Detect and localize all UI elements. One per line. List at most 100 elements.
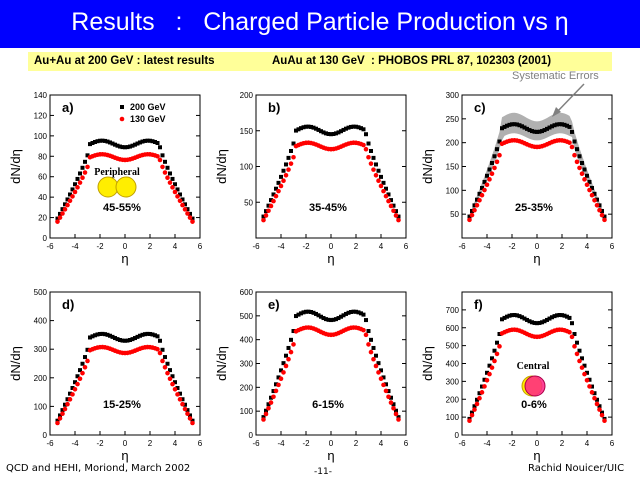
data-point-200-gev <box>557 122 562 127</box>
data-point-130-gev <box>57 215 63 220</box>
data-point-130-gev <box>479 192 485 198</box>
data-point-200-gev <box>572 332 577 337</box>
data-point-200-gev <box>80 361 85 366</box>
data-point-200-gev <box>319 314 323 319</box>
data-point-130-gev <box>567 329 572 335</box>
data-point-200-gev <box>592 191 597 196</box>
data-point-130-gev <box>62 406 68 412</box>
data-point-200-gev <box>90 334 95 339</box>
y-tick-label: 100 <box>240 407 254 416</box>
data-point-200-gev <box>580 161 584 166</box>
data-point-200-gev <box>374 353 378 358</box>
y-tick-label: 300 <box>446 377 460 386</box>
data-point-130-gev <box>386 394 391 400</box>
data-point-200-gev <box>391 203 396 208</box>
x-tick-label: 4 <box>585 242 590 251</box>
data-point-200-gev <box>143 332 147 337</box>
data-point-200-gev <box>264 209 268 214</box>
data-point-200-gev <box>384 382 388 387</box>
data-point-200-gev <box>70 385 75 390</box>
data-point-130-gev <box>373 363 379 369</box>
data-point-200-gev <box>276 180 281 185</box>
data-point-200-gev <box>294 314 298 319</box>
x-tick-label: 4 <box>585 439 590 448</box>
y-tick-label: 0 <box>455 431 460 440</box>
y-tick-label: 600 <box>446 324 460 333</box>
collision-label: Peripheral <box>94 167 140 178</box>
data-point-200-gev <box>314 126 318 131</box>
y-tick-label: 150 <box>240 127 254 136</box>
data-point-200-gev <box>396 214 401 219</box>
data-point-200-gev <box>289 337 293 342</box>
data-point-200-gev <box>319 129 323 134</box>
data-point-200-gev <box>349 124 353 129</box>
data-point-130-gev <box>85 164 90 170</box>
data-point-200-gev <box>153 139 157 144</box>
data-point-200-gev <box>495 147 499 152</box>
data-point-200-gev <box>93 139 97 144</box>
data-point-200-gev <box>530 129 534 134</box>
data-point-200-gev <box>366 141 371 146</box>
data-point-200-gev <box>590 185 594 190</box>
data-point-200-gev <box>301 310 306 315</box>
chart-2: 50 100 150 200 -6 -4 -2 0 2 4 6 η dN/dη b) 35-45% <box>214 91 409 266</box>
data-point-200-gev <box>150 332 155 337</box>
data-point-200-gev <box>557 313 562 318</box>
subtitle-bar: Au+Au at 200 GeV : latest results AuAu a… <box>28 52 612 71</box>
data-point-130-gev <box>467 418 472 424</box>
data-point-200-gev <box>530 320 534 325</box>
data-point-200-gev <box>55 216 60 221</box>
data-point-130-gev <box>72 387 78 392</box>
data-point-200-gev <box>547 125 552 130</box>
data-point-130-gev <box>155 153 160 159</box>
data-point-130-gev <box>55 219 60 224</box>
data-point-200-gev <box>100 138 105 143</box>
data-point-200-gev <box>299 126 303 131</box>
x-tick-label: 0 <box>535 439 540 448</box>
data-point-200-gev <box>344 126 348 131</box>
data-point-130-gev <box>472 207 477 213</box>
data-point-130-gev <box>361 142 366 148</box>
data-point-130-gev <box>291 154 296 160</box>
data-point-200-gev <box>381 180 386 185</box>
data-point-200-gev <box>512 313 517 318</box>
data-point-200-gev <box>190 216 195 221</box>
data-point-200-gev <box>550 124 554 129</box>
x-tick-label: -4 <box>277 439 285 448</box>
data-point-200-gev <box>98 331 102 336</box>
data-point-200-gev <box>173 380 177 385</box>
data-point-130-gev <box>373 172 379 178</box>
data-point-130-gev <box>268 400 274 405</box>
data-point-200-gev <box>477 191 482 196</box>
data-point-200-gev <box>80 165 85 170</box>
data-point-130-gev <box>383 193 389 199</box>
y-axis-label: dN/dη <box>420 149 435 184</box>
data-point-200-gev <box>520 124 524 129</box>
data-point-130-gev <box>497 152 502 158</box>
data-point-130-gev <box>271 198 276 204</box>
x-tick-label: -2 <box>96 439 104 448</box>
data-point-200-gev <box>545 317 549 322</box>
data-point-130-gev <box>276 382 281 388</box>
systematic-arrow-head <box>552 107 561 117</box>
data-point-130-gev <box>574 159 580 165</box>
x-tick-label: -6 <box>46 242 54 251</box>
data-point-200-gev <box>284 353 288 358</box>
x-tick-label: 6 <box>610 439 615 448</box>
data-point-200-gev <box>175 385 180 390</box>
data-point-200-gev <box>296 127 301 132</box>
data-point-200-gev <box>515 313 519 318</box>
data-point-200-gev <box>291 141 296 146</box>
x-tick-label: -2 <box>96 242 104 251</box>
data-point-130-gev <box>165 370 170 376</box>
x-tick-label: -4 <box>71 439 79 448</box>
data-point-130-gev <box>494 351 500 357</box>
data-point-200-gev <box>279 368 283 373</box>
y-axis-label: dN/dη <box>214 346 229 381</box>
x-tick-label: -2 <box>302 242 310 251</box>
data-point-130-gev <box>182 207 188 212</box>
data-point-130-gev <box>266 406 271 411</box>
data-point-200-gev <box>570 129 574 134</box>
y-tick-label: 50 <box>450 210 459 219</box>
